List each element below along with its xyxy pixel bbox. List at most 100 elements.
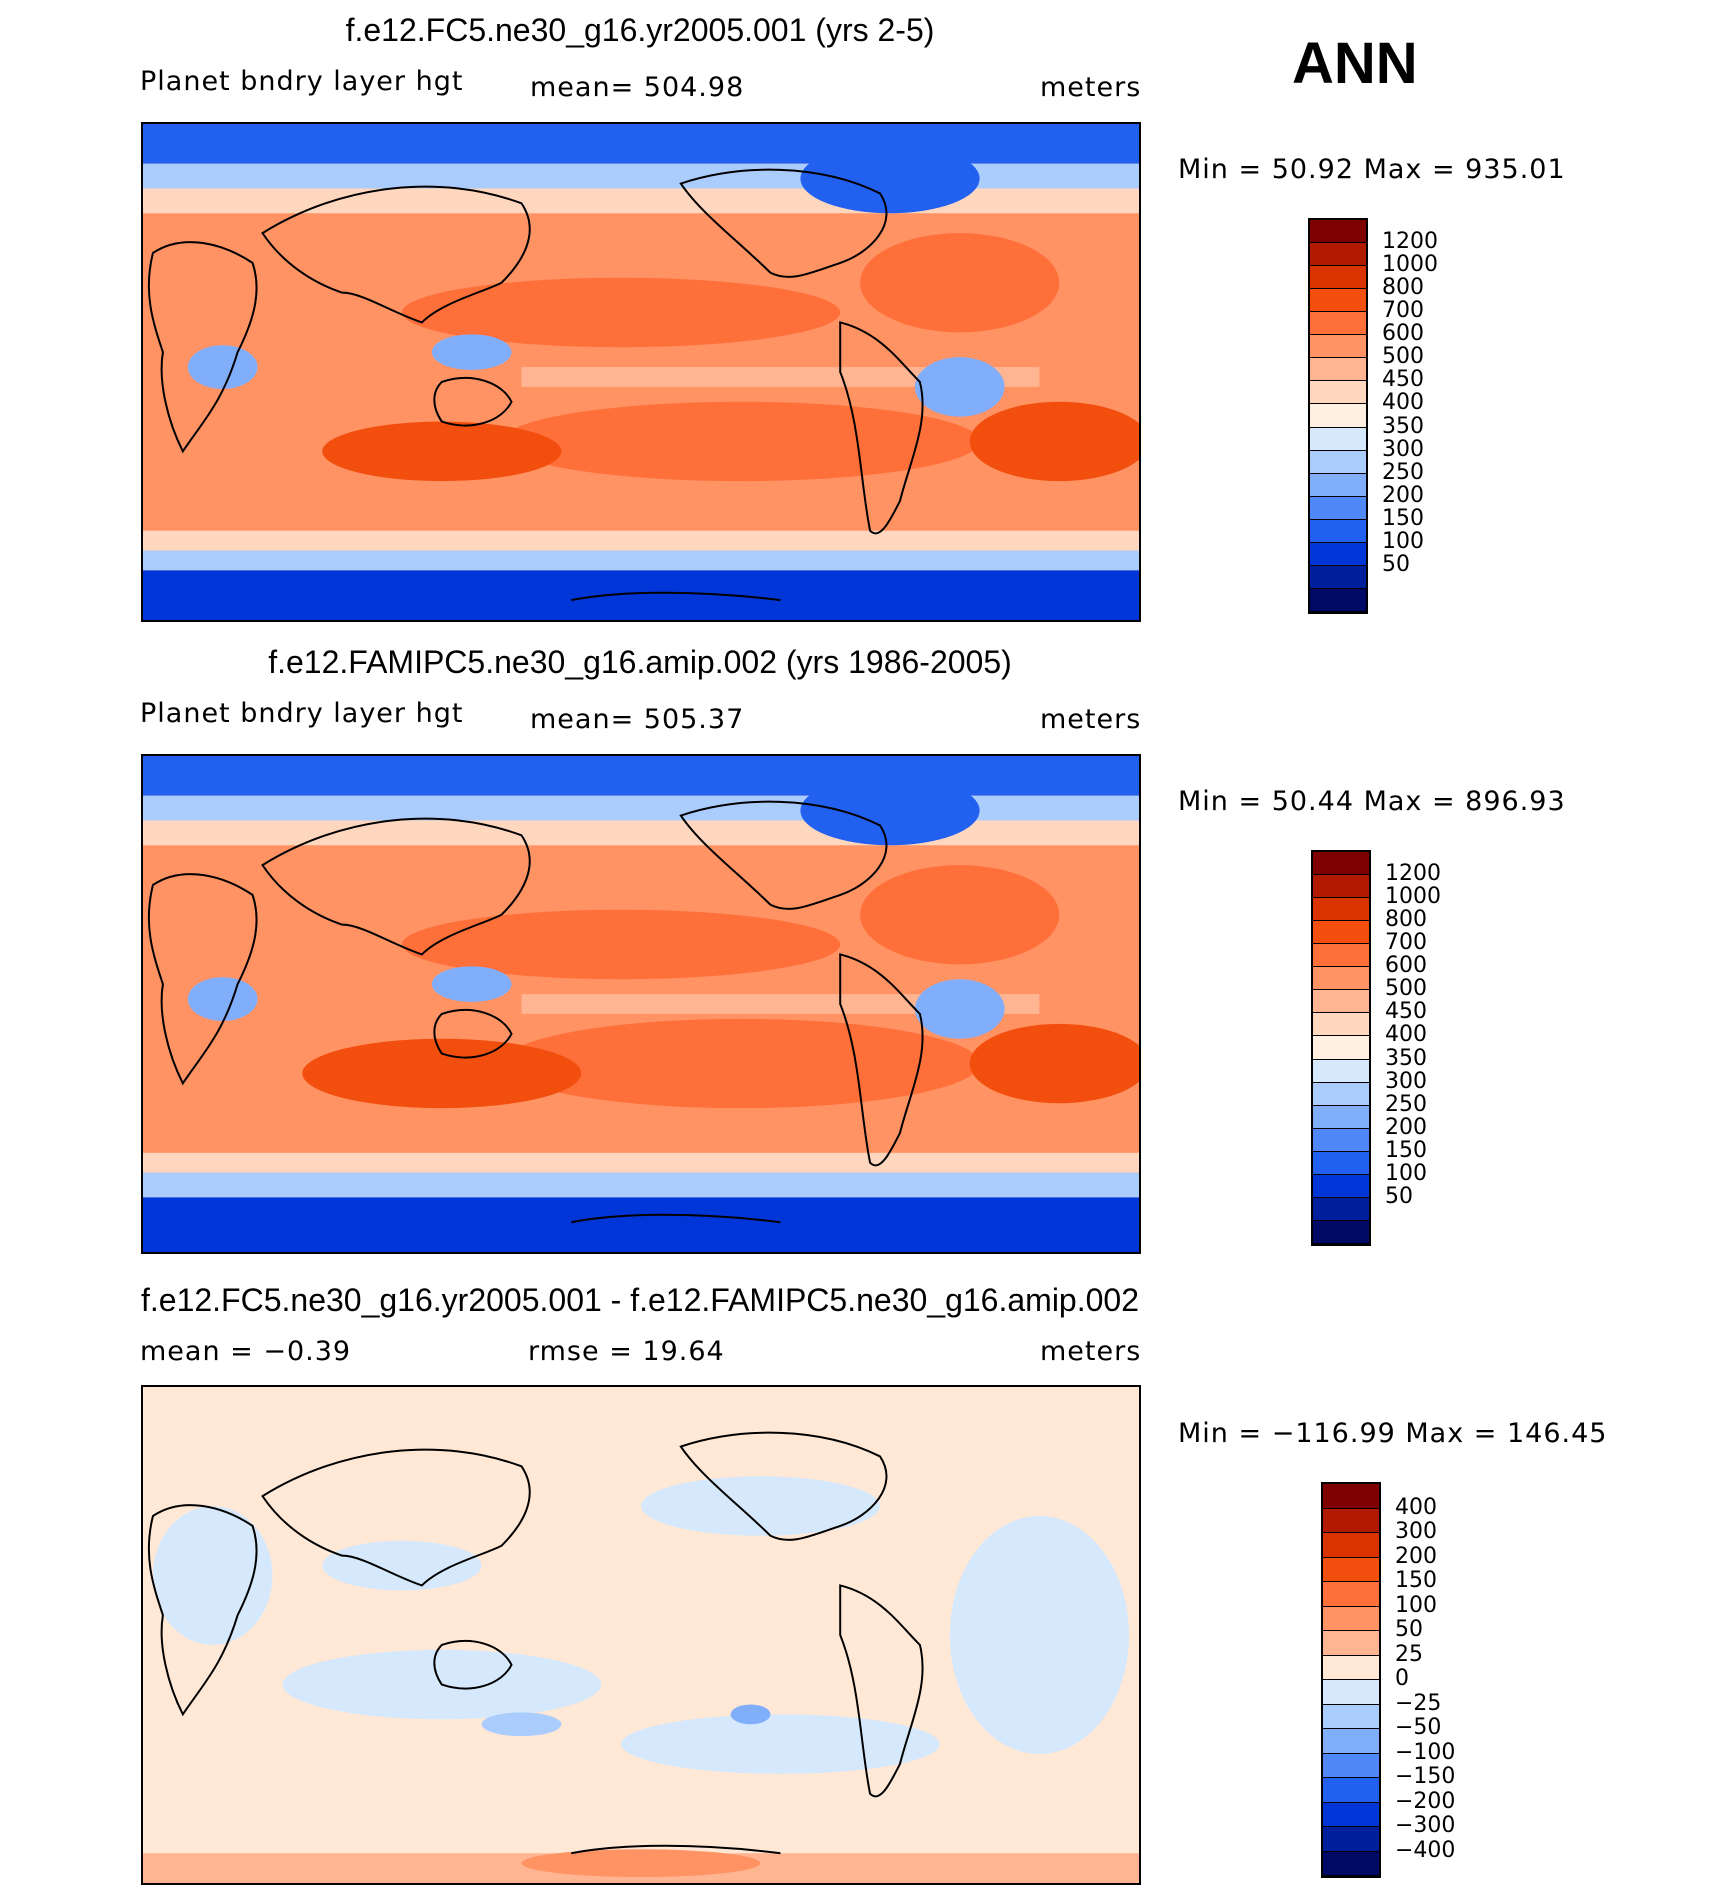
colorbar-label: 400 <box>1385 1022 1427 1048</box>
colorbar-label: 50 <box>1382 551 1410 577</box>
colorbar-label: 400 <box>1382 390 1424 416</box>
colorbar-label: 200 <box>1382 482 1424 508</box>
colorbar-label: −200 <box>1395 1788 1456 1814</box>
colorbar-box <box>1323 1778 1379 1803</box>
panel-2-arctic-canada <box>800 775 980 846</box>
colorbar-label: 450 <box>1385 999 1427 1025</box>
panel-2-arctic-band <box>143 756 1139 796</box>
panel-3-negative-south-pacific <box>621 1714 940 1774</box>
panel-2-indian-ocean-high <box>302 1038 582 1109</box>
panel-1-south-pacific-high <box>501 401 980 482</box>
panel-1-antarctic-band <box>143 570 1139 620</box>
colorbar-box <box>1310 266 1366 290</box>
panel-1-amazon-basin <box>914 357 1005 417</box>
colorbar-label: 1200 <box>1382 229 1438 255</box>
colorbar-label: 100 <box>1382 528 1424 554</box>
colorbar-box <box>1313 875 1369 899</box>
colorbar-label: 1200 <box>1385 861 1441 887</box>
colorbar-label: 450 <box>1382 367 1424 393</box>
panel-3-coastlines <box>147 1431 924 1855</box>
panel-2-variable-label: Planet bndry layer hgt <box>140 698 464 729</box>
panel-3-rmse-label: rmse = 19.64 <box>528 1336 725 1367</box>
panel-2-map-svg <box>143 756 1139 1252</box>
colorbar-label: 0 <box>1395 1666 1409 1691</box>
colorbar-box <box>1313 944 1369 968</box>
panel-1-indian-ocean-high <box>322 421 562 482</box>
panel-3-map-svg <box>143 1387 1139 1883</box>
colorbar-box <box>1310 427 1366 451</box>
colorbar-box <box>1310 404 1366 428</box>
panel-2-amazon-basin <box>914 979 1005 1039</box>
colorbar-box <box>1323 1827 1379 1852</box>
colorbar-box <box>1323 1582 1379 1607</box>
colorbar-label: −100 <box>1395 1739 1456 1765</box>
colorbar-label: 100 <box>1395 1592 1437 1618</box>
panel-1-north-atlantic-high <box>860 233 1060 333</box>
panel-1-variable-label: Planet bndry layer hgt <box>140 66 464 97</box>
colorbar-label: 700 <box>1385 930 1427 956</box>
colorbar-box <box>1313 990 1369 1014</box>
panel-2-map <box>141 754 1141 1254</box>
panel-1-north-pacific-high <box>401 277 841 348</box>
colorbar-box <box>1323 1557 1379 1582</box>
panel-2-mean-label: mean= 505.37 <box>530 704 745 735</box>
panel-2-arctic-edge <box>143 795 1139 821</box>
panel-1-coastlines <box>147 168 924 602</box>
panel-1-arctic-canada <box>800 143 980 214</box>
colorbar-label: 25 <box>1395 1641 1423 1667</box>
colorbar-label: 500 <box>1385 976 1427 1002</box>
colorbar-box <box>1323 1851 1379 1876</box>
season-label: ANN <box>1292 31 1418 96</box>
colorbar-label: 300 <box>1395 1519 1437 1544</box>
panel-3-negative-north-pacific <box>641 1476 881 1536</box>
panel-2-maritime-continent <box>431 966 512 1003</box>
panel-1-nh-midlat <box>143 188 1139 214</box>
colorbar-box <box>1310 289 1366 313</box>
panel-1-minmax: Min = 50.92 Max = 935.01 <box>1178 154 1566 185</box>
panel-2-itcz <box>521 994 1040 1014</box>
colorbar-label: 800 <box>1385 907 1427 933</box>
colorbar-box <box>1323 1484 1379 1509</box>
colorbar-box <box>1323 1704 1379 1729</box>
colorbar-label: 800 <box>1382 275 1424 301</box>
panel-3-units-label: meters <box>1040 1336 1142 1367</box>
colorbar-label: 150 <box>1395 1568 1437 1593</box>
colorbar-label: 500 <box>1382 344 1424 370</box>
colorbar-box <box>1323 1680 1379 1705</box>
colorbar-box <box>1310 243 1366 267</box>
colorbar-box <box>1323 1753 1379 1778</box>
panel-1-units-label: meters <box>1040 72 1142 103</box>
colorbar-label: 200 <box>1385 1114 1427 1140</box>
panel-1-congo-basin <box>187 345 258 389</box>
colorbar-label: 150 <box>1382 505 1424 531</box>
panel-3-map <box>141 1385 1141 1885</box>
colorbar-box <box>1310 312 1366 336</box>
colorbar-label: −150 <box>1395 1764 1456 1789</box>
colorbar-box <box>1313 852 1369 876</box>
colorbar-label: 600 <box>1385 953 1427 979</box>
panel-1-arctic-edge <box>143 163 1139 189</box>
colorbar-box <box>1313 1128 1369 1152</box>
colorbar-label: 300 <box>1385 1068 1427 1094</box>
colorbar-label: 1000 <box>1385 884 1441 910</box>
colorbar-box <box>1313 1059 1369 1083</box>
colorbar-box <box>1310 381 1366 405</box>
colorbar-label: 100 <box>1385 1160 1427 1186</box>
colorbar-label: 50 <box>1385 1183 1413 1209</box>
panel-2-antarctic-band <box>143 1197 1139 1252</box>
panel-2-colorbar: 1200 1000 800 700 600 500 450 400 350 300 250 200 15… <box>1311 850 1441 1246</box>
colorbar-label: 200 <box>1395 1543 1437 1569</box>
colorbar-label: 1000 <box>1382 252 1438 278</box>
colorbar-box <box>1313 1151 1369 1175</box>
colorbar-box <box>1310 335 1366 359</box>
panel-1-southern-ocean-edge <box>143 550 1139 571</box>
panel-3-negative-indian <box>322 1540 482 1591</box>
panel-1-arctic-band <box>143 124 1139 164</box>
colorbar-box <box>1323 1533 1379 1558</box>
panel-3-colorbar: 400 300 200 150 100 50 25 0 −25 −50 −100 −150 −200 −3… <box>1321 1482 1455 1878</box>
colorbar-box <box>1313 1013 1369 1037</box>
panel-3-title: f.e12.FC5.ne30_g16.yr2005.001 - f.e12.FA… <box>140 1282 1139 1318</box>
colorbar-label: 600 <box>1382 321 1424 347</box>
panel-3-negative-atlantic <box>949 1515 1130 1755</box>
colorbar-label: 700 <box>1382 298 1424 324</box>
